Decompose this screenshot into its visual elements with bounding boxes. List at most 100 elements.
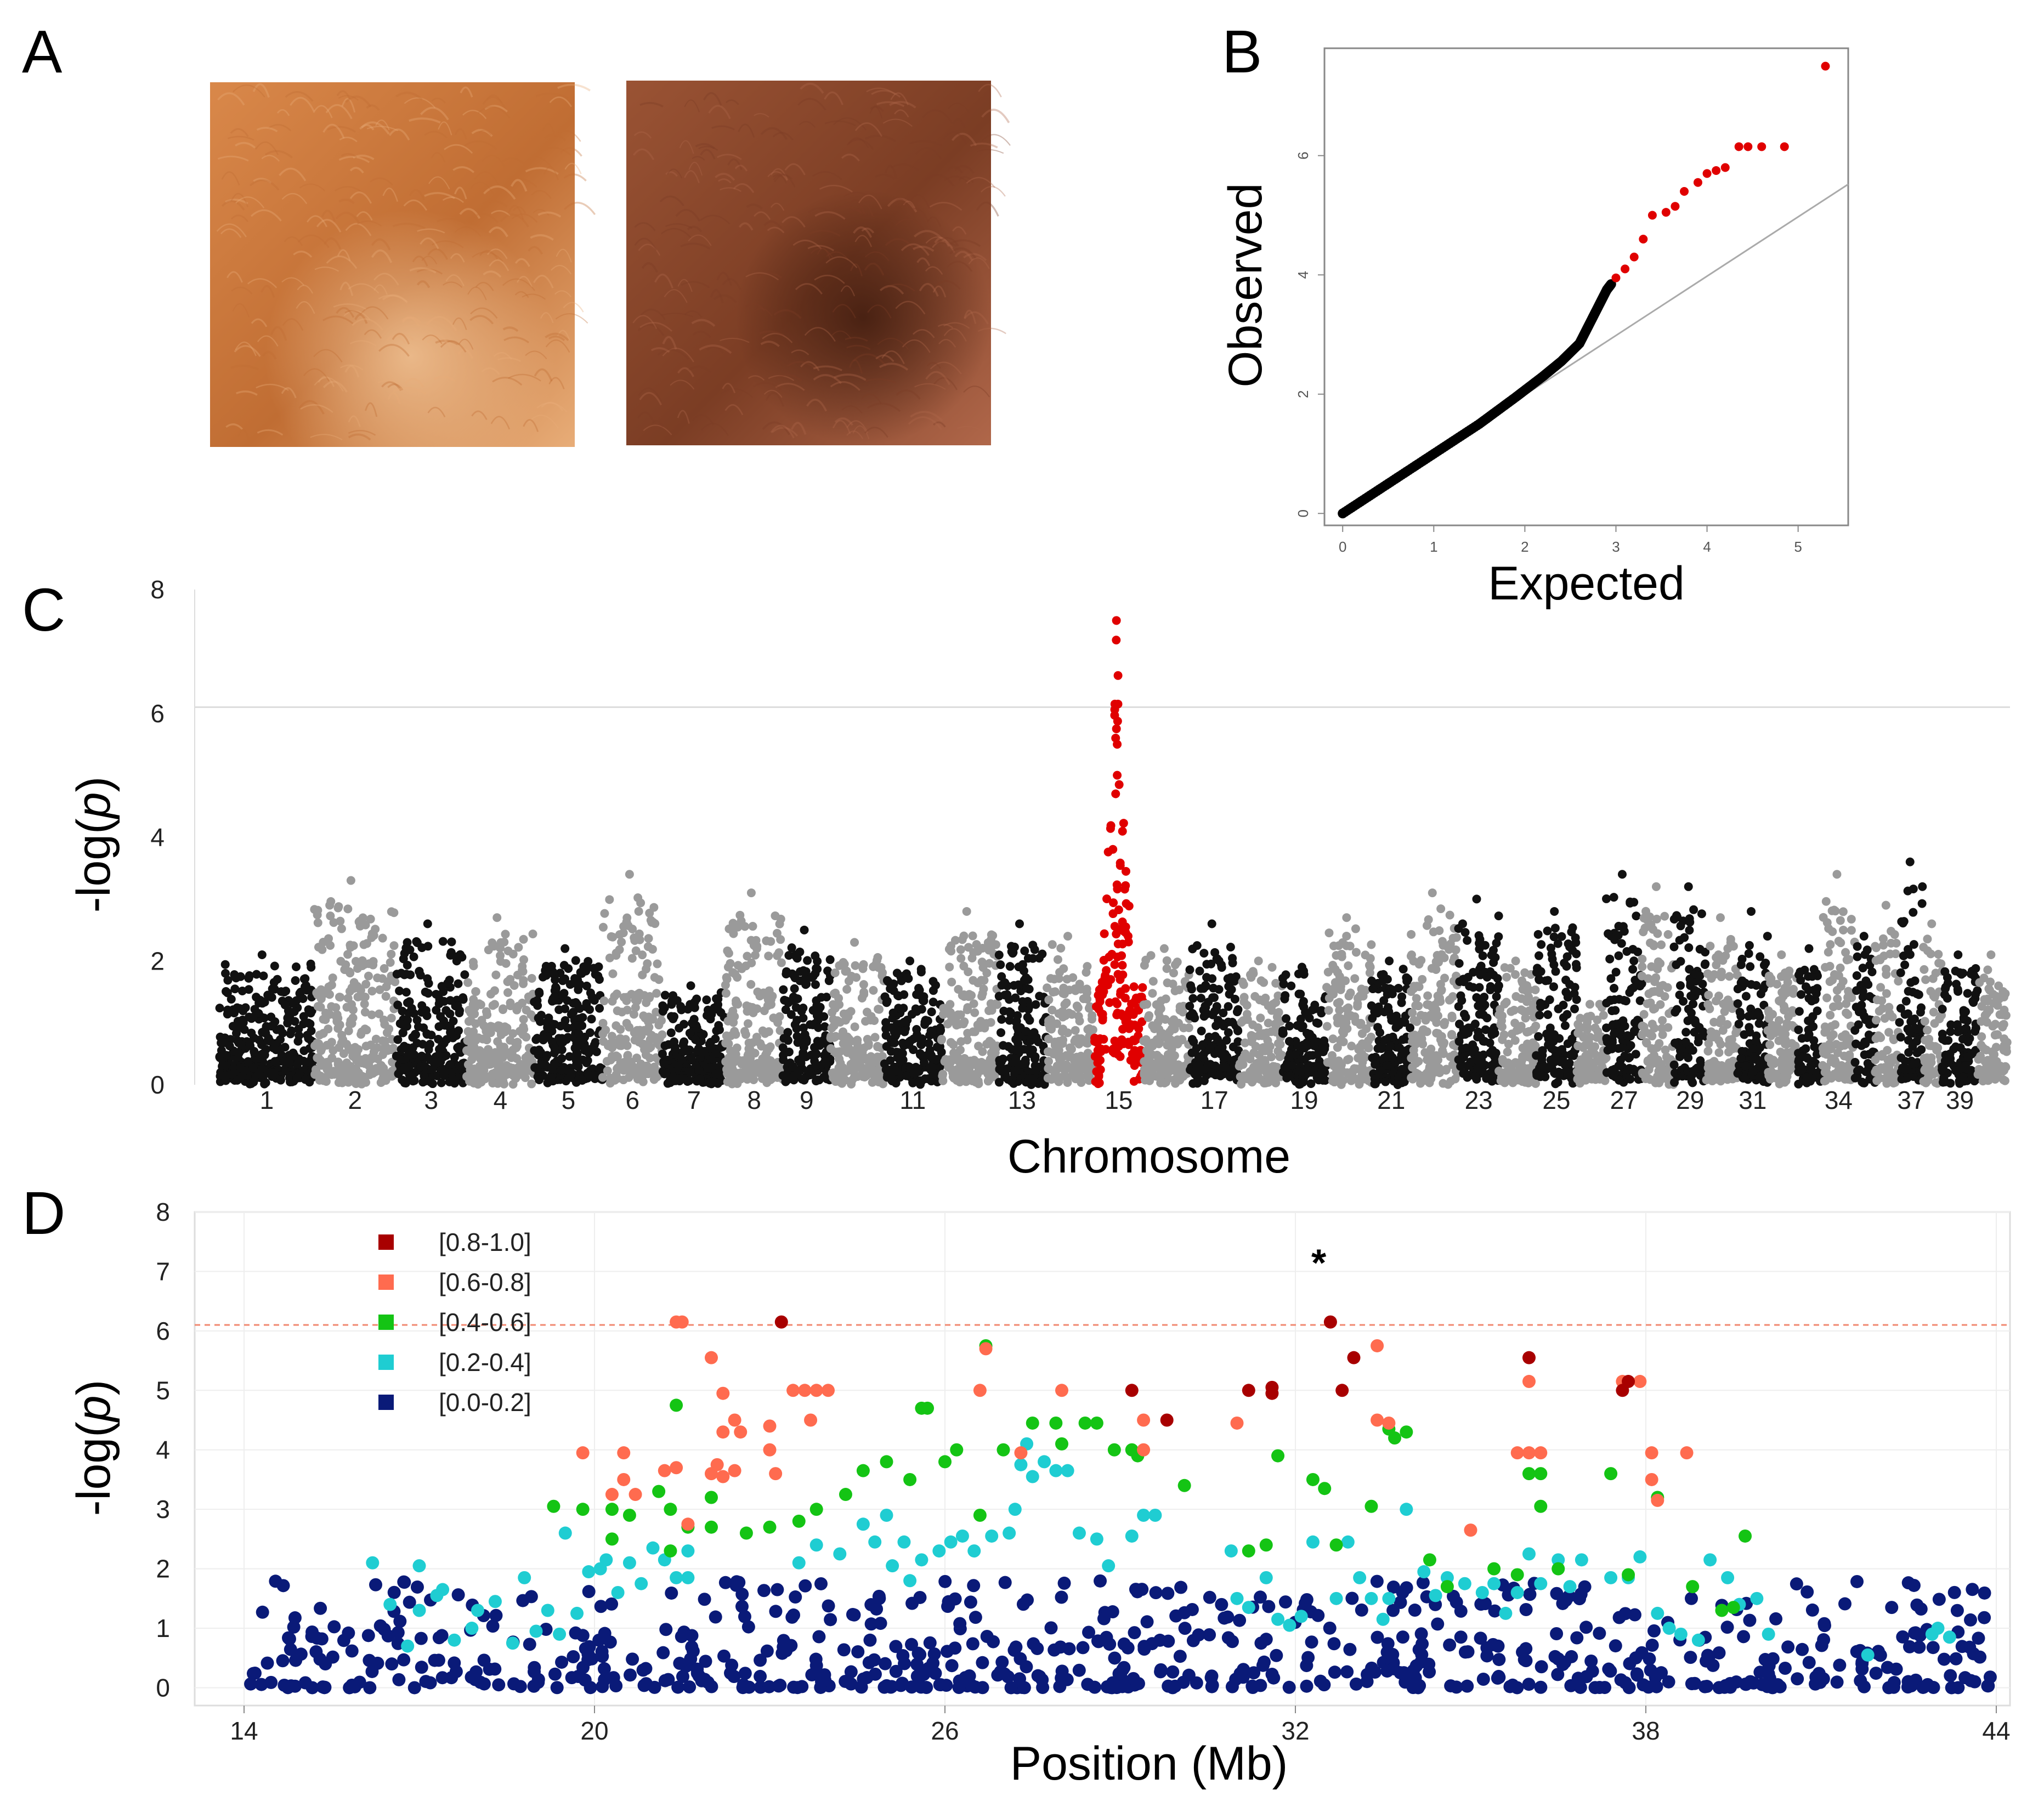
manhattan-point	[1130, 996, 1140, 1006]
fur-strand	[688, 365, 712, 373]
manhattan-point	[1112, 930, 1121, 939]
manhattan-point	[223, 1005, 233, 1015]
manhattan-point	[409, 1077, 418, 1086]
manhattan-point	[304, 1018, 313, 1028]
qq-y-tick-label: 2	[1295, 390, 1311, 398]
fur-strand	[879, 285, 904, 295]
manhattan-point	[1429, 1013, 1438, 1022]
fur-strand	[679, 140, 694, 154]
fur-strand	[382, 188, 399, 202]
chromosome-12-points	[937, 907, 1002, 1089]
fur-strand	[482, 200, 508, 207]
fur-strand	[865, 251, 890, 262]
manhattan-point	[1354, 1053, 1363, 1063]
manhattan-point	[419, 1023, 428, 1033]
chromosome-18-points	[1235, 956, 1287, 1089]
manhattan-point	[608, 932, 618, 942]
manhattan-point	[1025, 1074, 1034, 1083]
fur-strand	[773, 309, 802, 319]
fur-strand	[885, 284, 915, 292]
fur-strand	[393, 387, 427, 395]
manhattan-point	[746, 936, 756, 945]
manhattan-point	[1019, 1045, 1028, 1054]
manhattan-point	[1114, 905, 1123, 915]
manhattan-point	[234, 1038, 244, 1047]
fur-strand	[534, 368, 553, 382]
manhattan-point	[751, 950, 760, 960]
manhattan-point	[506, 1035, 515, 1045]
fur-strand	[290, 97, 315, 112]
fur-strand	[665, 171, 678, 177]
qq-x-tick-label: 5	[1794, 539, 1802, 555]
fur-strand	[807, 207, 835, 217]
panel-label-d: D	[22, 1180, 65, 1247]
manhattan-point	[333, 1057, 343, 1067]
manhattan-top-point	[1113, 740, 1122, 749]
manhattan-point	[1362, 1024, 1371, 1033]
fur-strand	[695, 143, 716, 150]
manhattan-point	[794, 1066, 803, 1075]
manhattan-point	[219, 1061, 228, 1070]
manhattan-point	[1154, 1054, 1163, 1063]
fur-strand	[875, 354, 894, 362]
fur-strand	[489, 259, 509, 271]
manhattan-point	[1121, 984, 1130, 993]
manhattan-point	[645, 992, 654, 1001]
fur-strand	[382, 294, 409, 304]
manhattan-point	[1054, 1036, 1063, 1046]
fur-strand	[881, 350, 905, 364]
manhattan-point	[446, 1076, 456, 1085]
fur-strand	[401, 316, 421, 324]
fur-strand	[261, 155, 280, 162]
manhattan-point	[1163, 978, 1172, 988]
fur-strand	[852, 353, 887, 367]
chromosome-14-points	[1043, 932, 1099, 1087]
fur-strand	[395, 92, 423, 101]
manhattan-point	[680, 1019, 689, 1029]
fur-strand	[338, 156, 370, 163]
fur-strand	[864, 134, 896, 143]
fur-strand	[341, 98, 356, 113]
manhattan-point	[1447, 1030, 1457, 1039]
manhattan-point	[1406, 951, 1415, 961]
fur-strand	[660, 228, 692, 239]
fur-strand	[232, 303, 250, 318]
manhattan-point	[406, 970, 415, 979]
manhattan-point	[689, 1001, 699, 1011]
fur-strand	[831, 330, 852, 339]
manhattan-point	[1009, 948, 1018, 957]
fur-strand	[300, 404, 333, 413]
fur-strand	[314, 377, 344, 392]
manhattan-point	[768, 992, 777, 1001]
fur-strand	[782, 216, 806, 228]
manhattan-point	[1422, 921, 1431, 930]
fur-strand	[299, 183, 326, 191]
fur-strand	[934, 237, 950, 247]
manhattan-point	[978, 989, 987, 998]
fur-strand	[857, 203, 874, 217]
manhattan-point	[1143, 1064, 1152, 1073]
fur-strand	[421, 256, 438, 265]
manhattan-point	[231, 1053, 241, 1062]
manhattan-point	[660, 1060, 669, 1069]
manhattan-point	[1230, 994, 1239, 1004]
manhattan-point	[1337, 1080, 1346, 1089]
fur-strand	[889, 101, 916, 109]
manhattan-point	[671, 1045, 680, 1054]
manhattan-point	[1106, 824, 1115, 833]
fur-strand	[296, 301, 315, 314]
manhattan-point	[547, 1064, 557, 1074]
manhattan-point	[1278, 1027, 1288, 1036]
fur-strand	[772, 132, 794, 141]
manhattan-point	[349, 978, 359, 987]
manhattan-point	[649, 1075, 659, 1084]
manhattan-point	[1208, 1010, 1218, 1019]
fur-strand	[700, 214, 731, 225]
fur-strand	[752, 382, 782, 390]
manhattan-point	[539, 1035, 548, 1044]
manhattan-point	[761, 1050, 771, 1060]
manhattan-point	[1367, 1001, 1376, 1010]
